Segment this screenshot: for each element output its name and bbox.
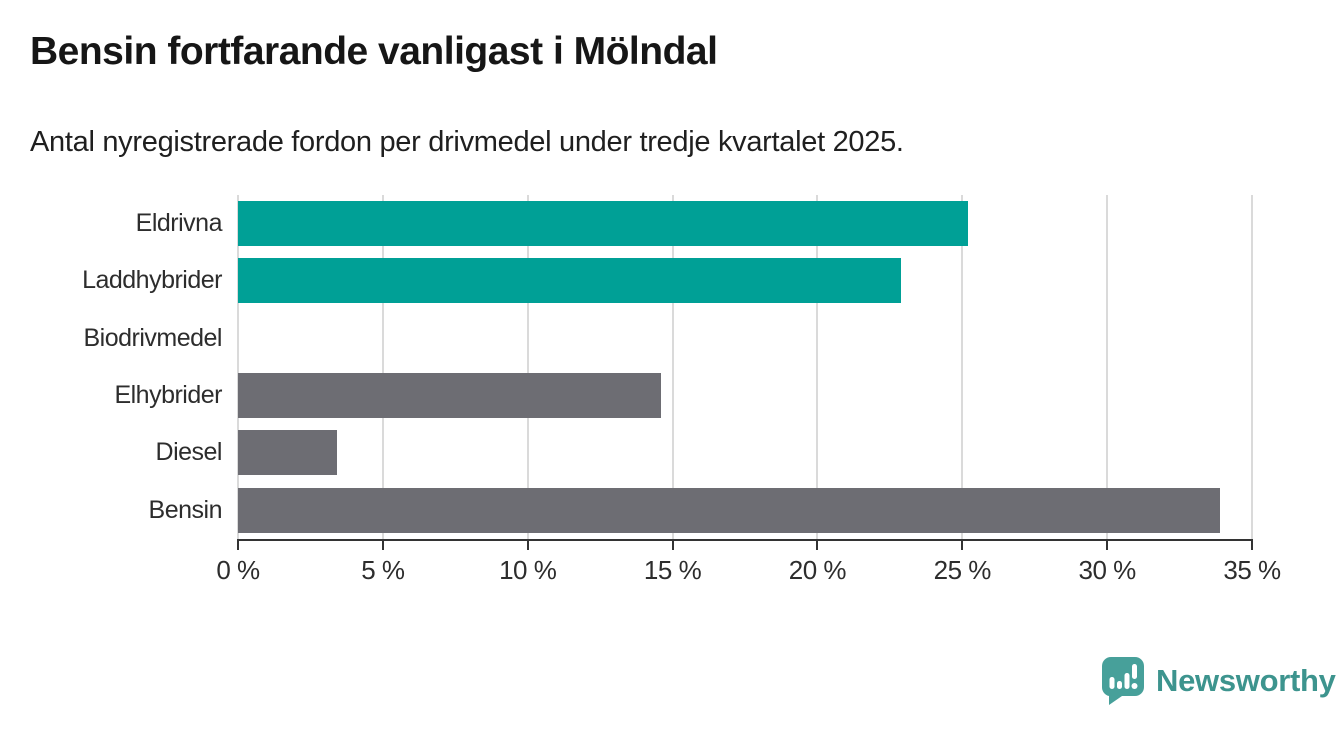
chart-row-diesel: Diesel [156, 424, 1252, 481]
chart-subtitle: Antal nyregistrerade fordon per drivmede… [30, 126, 904, 158]
chart-row-laddhybrider: Laddhybrider [82, 252, 1252, 309]
x-axis-tick-35 [1251, 541, 1253, 550]
gridline-5 [381, 195, 384, 539]
x-axis-tick-label: 0 % [216, 555, 260, 585]
bar-eldrivna [238, 201, 969, 247]
chart-row-elhybrider: Elhybrider [114, 367, 1252, 424]
chart-row-bensin: Bensin [149, 482, 1252, 539]
category-label: Laddhybrider [82, 266, 222, 295]
gridline-35 [1251, 195, 1253, 539]
category-label: Eldrivna [135, 209, 223, 238]
category-label: Elhybrider [114, 381, 222, 410]
x-axis-tick-5 [381, 541, 384, 550]
gridline-25 [961, 195, 964, 539]
gridline-20 [816, 195, 819, 539]
x-axis-tick-label: 30 % [1078, 555, 1137, 585]
bar-elhybrider [238, 373, 661, 419]
chart-row-eldrivna: Eldrivna [136, 195, 1252, 252]
gridline-15 [671, 195, 674, 539]
gridline-30 [1106, 195, 1109, 539]
x-axis-tick-label: 10 % [499, 555, 557, 585]
x-axis-tick-20 [816, 541, 819, 550]
x-axis-tick-label: 5 % [361, 555, 405, 585]
newsworthy-logo-icon [1102, 657, 1144, 705]
chart-title: Bensin fortfarande vanligast i Mölndal [30, 30, 718, 73]
x-axis-line [237, 539, 1253, 541]
x-axis-tick-30 [1106, 541, 1109, 550]
plot-area: Eldrivna Laddhybrider Biodrivmedel Elhybrid… [82, 195, 1281, 585]
gridline-0 [237, 195, 239, 539]
chart-row-biodrivmedel: Biodrivmedel [83, 310, 1252, 367]
x-axis-tick-label: 25 % [933, 555, 992, 585]
x-axis-tick-10 [526, 541, 529, 550]
x-axis-tick-label: 20 % [788, 555, 847, 585]
newsworthy-brand-name: Newsworthy [1156, 663, 1336, 698]
newsworthy-logo: Newsworthy [1098, 656, 1336, 706]
x-axis-tick-25 [961, 541, 964, 550]
category-label: Diesel [155, 438, 223, 467]
x-axis-tick-label: 35 % [1223, 555, 1281, 585]
bar-laddhybrider [238, 258, 902, 304]
x-axis-tick-0 [237, 541, 239, 550]
gridline-10 [526, 195, 529, 539]
category-label: Biodrivmedel [83, 323, 222, 352]
x-axis-tick-15 [671, 541, 674, 550]
bar-bensin [238, 487, 1221, 533]
category-label: Bensin [148, 495, 223, 524]
bar-diesel [238, 430, 337, 476]
x-axis-tick-label: 15 % [643, 555, 702, 585]
